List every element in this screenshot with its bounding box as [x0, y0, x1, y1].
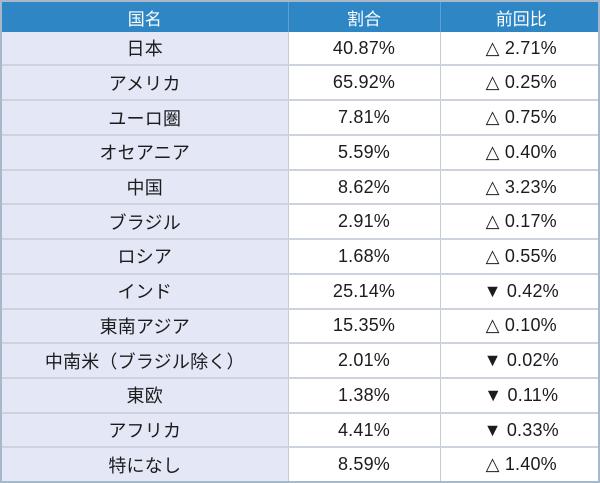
country-name-cell: ブラジル — [2, 203, 288, 240]
change-cell: ▼ 0.11% — [439, 376, 598, 413]
share-cell: 4.41% — [287, 411, 440, 448]
share-cell: 1.68% — [287, 238, 440, 274]
share-cell: 25.14% — [287, 272, 440, 309]
header-country-name: 国名 — [2, 2, 288, 32]
table-row: 日本 40.87% △ 2.71% — [2, 32, 598, 66]
country-name-cell: 特になし — [2, 446, 288, 481]
country-name-cell: アフリカ — [2, 411, 288, 448]
change-cell: △ 3.23% — [439, 168, 598, 205]
table-row: オセアニア 5.59% △ 0.40% — [2, 133, 598, 170]
table-header: 国名 割合 前回比 — [2, 2, 598, 32]
country-name-cell: インド — [2, 272, 288, 309]
change-cell: ▼ 0.02% — [439, 342, 598, 378]
share-cell: 8.59% — [287, 446, 440, 481]
share-cell: 7.81% — [287, 99, 440, 135]
share-cell: 65.92% — [287, 64, 440, 101]
change-cell: △ 0.17% — [439, 203, 598, 240]
table-row: ブラジル 2.91% △ 0.17% — [2, 203, 598, 240]
table-row: 特になし 8.59% △ 1.40% — [2, 446, 598, 481]
share-cell: 15.35% — [287, 307, 440, 344]
share-cell: 8.62% — [287, 168, 440, 205]
change-cell: △ 0.40% — [439, 133, 598, 170]
country-name-cell: 東南アジア — [2, 307, 288, 344]
change-cell: △ 0.25% — [439, 64, 598, 101]
table-row: インド 25.14% ▼ 0.42% — [2, 272, 598, 309]
table-row: ユーロ圏 7.81% △ 0.75% — [2, 99, 598, 135]
country-name-cell: 東欧 — [2, 376, 288, 413]
share-cell: 5.59% — [287, 133, 440, 170]
country-name-cell: 中国 — [2, 168, 288, 205]
table-row: アメリカ 65.92% △ 0.25% — [2, 64, 598, 101]
country-name-cell: 中南米（ブラジル除く） — [2, 342, 288, 378]
table-body: 日本 40.87% △ 2.71% アメリカ 65.92% △ 0.25% ユー… — [2, 32, 598, 481]
table-row: 中南米（ブラジル除く） 2.01% ▼ 0.02% — [2, 342, 598, 378]
header-change-vs-previous: 前回比 — [439, 2, 598, 32]
country-name-cell: オセアニア — [2, 133, 288, 170]
share-cell: 40.87% — [287, 32, 440, 66]
share-cell: 1.38% — [287, 376, 440, 413]
table-row: ロシア 1.68% △ 0.55% — [2, 238, 598, 274]
table-row: 東欧 1.38% ▼ 0.11% — [2, 376, 598, 413]
share-cell: 2.91% — [287, 203, 440, 240]
header-row: 国名 割合 前回比 — [2, 2, 598, 32]
country-name-cell: 日本 — [2, 32, 288, 66]
table-row: 中国 8.62% △ 3.23% — [2, 168, 598, 205]
country-name-cell: アメリカ — [2, 64, 288, 101]
change-cell: △ 1.40% — [439, 446, 598, 481]
table-row: 東南アジア 15.35% △ 0.10% — [2, 307, 598, 344]
share-cell: 2.01% — [287, 342, 440, 378]
header-share: 割合 — [287, 2, 440, 32]
change-cell: △ 2.71% — [439, 32, 598, 66]
table-row: アフリカ 4.41% ▼ 0.33% — [2, 411, 598, 448]
change-cell: △ 0.10% — [439, 307, 598, 344]
country-name-cell: ロシア — [2, 238, 288, 274]
change-cell: △ 0.55% — [439, 238, 598, 274]
country-name-cell: ユーロ圏 — [2, 99, 288, 135]
change-cell: ▼ 0.42% — [439, 272, 598, 309]
change-cell: ▼ 0.33% — [439, 411, 598, 448]
change-cell: △ 0.75% — [439, 99, 598, 135]
